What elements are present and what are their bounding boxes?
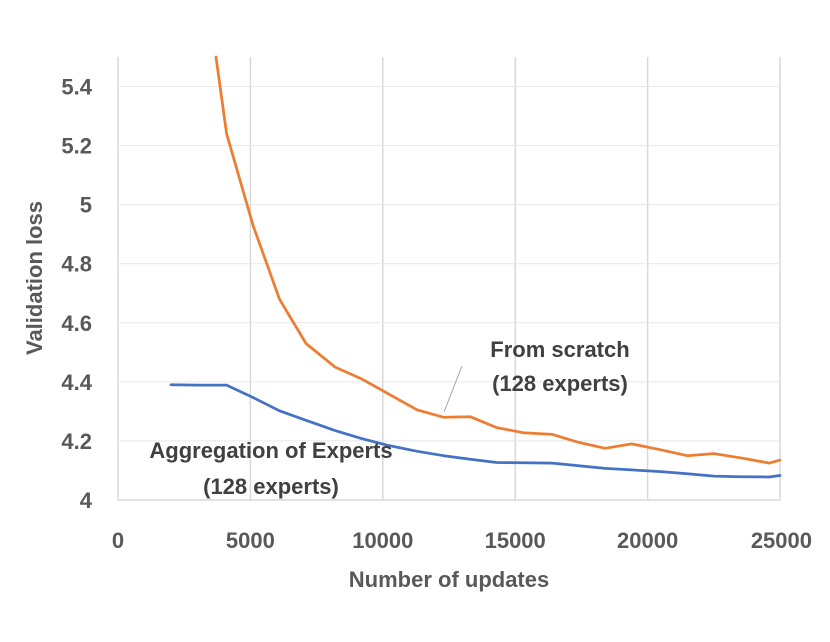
annotation-from-scratch-line2: (128 experts) [492, 371, 628, 396]
x-tick-label-0: 0 [112, 528, 124, 553]
y-tick-label-4: 4.8 [61, 252, 92, 277]
y-tick-label-1: 4.2 [61, 429, 92, 454]
annotation-from-scratch-line1: From scratch [490, 337, 629, 362]
series-line-1 [169, 383, 782, 479]
grid-lines [117, 57, 781, 500]
x-tick-label-1: 5000 [226, 528, 275, 553]
y-tick-label-2: 4.4 [61, 370, 92, 395]
y-tick-label-5: 5 [80, 193, 92, 218]
annotation-leader-line [443, 365, 463, 413]
x-axis-title: Number of updates [349, 567, 549, 592]
x-tick-label-4: 20000 [617, 528, 678, 553]
x-tick-labels: 0 5000 10000 15000 20000 25000 [112, 528, 812, 553]
x-tick-label-5: 25000 [751, 528, 812, 553]
y-axis-title: Validation loss [22, 201, 47, 355]
annotation-aggregation-line1: Aggregation of Experts [149, 438, 392, 463]
y-tick-label-7: 5.4 [61, 75, 92, 100]
y-tick-labels: 4 4.2 4.4 4.6 4.8 5 5.2 5.4 [61, 75, 92, 513]
series-layer [169, 55, 782, 479]
series-line-0 [214, 55, 782, 465]
y-tick-label-3: 4.6 [61, 311, 92, 336]
annotation-aggregation-line2: (128 experts) [203, 474, 339, 499]
y-tick-label-6: 5.2 [61, 134, 92, 159]
x-tick-label-3: 15000 [485, 528, 546, 553]
y-tick-label-0: 4 [80, 488, 93, 513]
x-tick-label-2: 10000 [352, 528, 413, 553]
